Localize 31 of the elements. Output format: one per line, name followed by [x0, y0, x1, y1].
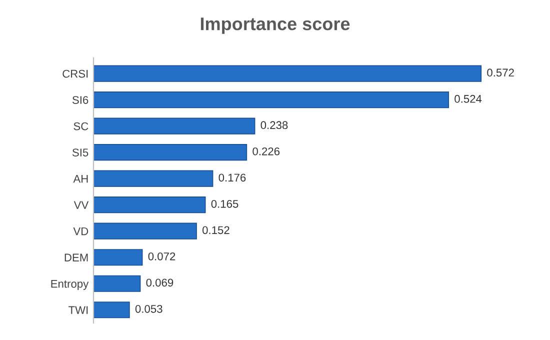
data-label: 0.053 — [135, 304, 162, 313]
data-label: 0.226 — [252, 147, 280, 156]
y-tick-label: DEM — [64, 254, 88, 262]
data-label: 0.069 — [146, 278, 174, 287]
y-tick-label: SI6 — [72, 96, 88, 104]
y-tick-label: VV — [74, 201, 89, 209]
y-tick-label: AH — [73, 174, 88, 183]
data-label: 0.072 — [148, 252, 176, 260]
data-label: 0.524 — [454, 94, 482, 103]
bar — [94, 118, 256, 134]
bar — [94, 92, 450, 108]
y-tick-label: Entropy — [51, 280, 89, 290]
data-label: 0.152 — [202, 226, 230, 234]
bar — [94, 275, 141, 292]
data-label: 0.572 — [487, 68, 514, 77]
bar — [94, 170, 214, 187]
y-tick-label: SC — [74, 122, 88, 130]
bar — [94, 196, 206, 214]
data-label: 0.176 — [218, 174, 246, 182]
bar — [94, 65, 482, 82]
data-label: 0.238 — [260, 121, 288, 130]
y-tick-label: TWI — [68, 306, 88, 314]
y-tick-label: SI5 — [72, 148, 88, 156]
y-tick-label: VD — [73, 227, 88, 236]
bar — [94, 222, 197, 240]
bar — [94, 144, 248, 161]
bar — [94, 302, 130, 318]
data-label: 0.165 — [211, 200, 238, 208]
chart-title: Importance score — [200, 18, 350, 34]
y-tick-label: CRSI — [62, 70, 88, 78]
bar — [94, 249, 143, 266]
